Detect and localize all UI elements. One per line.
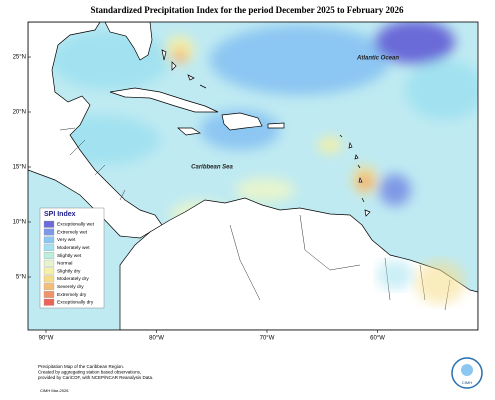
footer-line: provided by CariCOF, with NCEP/NCAR Rean… (38, 375, 153, 380)
footer-line: Precipitation Map of the Caribbean Regio… (38, 364, 124, 369)
legend-label: Severely dry (57, 284, 84, 290)
ocean-label: Atlantic Ocean (356, 56, 399, 62)
lat-tick-label: 25°N (13, 55, 26, 61)
sea-label: Caribbean Sea (191, 165, 233, 171)
map-title: Standardized Precipitation Index for the… (91, 5, 404, 15)
legend-swatch (43, 291, 55, 298)
legend-swatch (43, 228, 55, 236)
lon-tick-label: 90°W (39, 336, 54, 342)
lon-tick-label: 80°W (149, 336, 164, 342)
legend-swatch (43, 283, 55, 291)
legend-label: Slightly wet (57, 253, 82, 259)
legend-label: Moderately wet (57, 245, 90, 251)
map-frame (27, 21, 479, 331)
footer: Precipitation Map of the Caribbean Regio… (38, 364, 153, 380)
footer-line: Created by aggregating station based obs… (38, 370, 141, 375)
legend-swatch (43, 236, 55, 244)
legend-title: SPI Index (44, 211, 76, 218)
legend-swatch (43, 275, 55, 283)
legend-label: Moderately dry (57, 276, 89, 282)
legend-label: Extremely dry (57, 292, 87, 298)
legend-label: Slightly dry (57, 268, 81, 274)
lat-tick-label: 10°N (13, 220, 26, 226)
logo-text: CIMH (462, 380, 472, 385)
lat-tick-label: 20°N (13, 110, 26, 116)
lat-tick-label: 5°N (16, 275, 26, 281)
legend-label: Normal (57, 261, 72, 267)
legend-swatch (43, 252, 55, 259)
legend-swatch (43, 259, 55, 267)
legend-swatch (43, 220, 55, 228)
legend-label: Exceptionally wet (57, 222, 95, 228)
legend-label: Extremely wet (57, 229, 88, 235)
lat-tick-label: 15°N (13, 165, 26, 171)
legend-swatch (43, 267, 55, 275)
lon-tick-label: 60°W (370, 336, 385, 342)
legend-label: Exceptionally dry (57, 300, 94, 306)
legend-swatch (43, 298, 55, 306)
legend-swatch (43, 244, 55, 252)
legend-label: Very wet (57, 237, 76, 243)
logo: CIMH (451, 357, 483, 389)
credit: CIMH Mar-2026 (40, 388, 69, 393)
lon-tick-label: 70°W (260, 336, 275, 342)
